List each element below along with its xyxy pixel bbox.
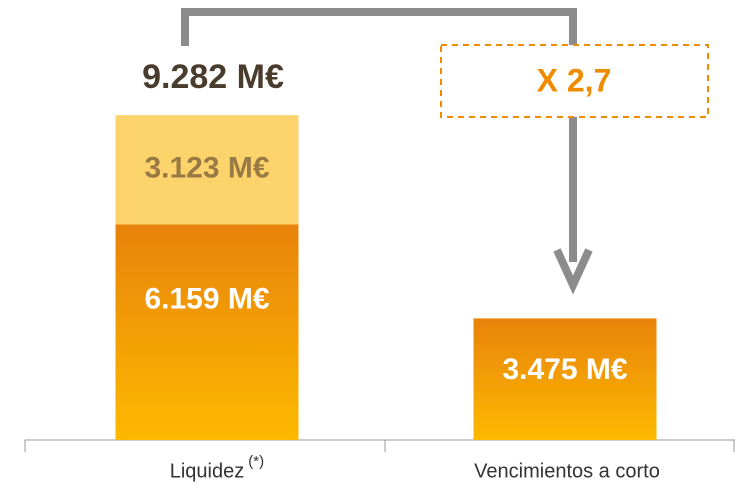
value-label: 3.475 M€ — [502, 353, 627, 386]
value-label: 3.123 M€ — [144, 152, 269, 185]
bar-segment — [115, 224, 299, 440]
total-label: 9.282 M€ — [142, 58, 284, 96]
x-tick-label: Liquidez — [170, 460, 245, 482]
bar-segment — [115, 115, 299, 225]
arrow-head — [553, 248, 593, 295]
bar-segment — [473, 318, 657, 440]
ratio-box — [440, 44, 709, 118]
ratio-label: X 2,7 — [537, 62, 612, 98]
footnote-mark: (*) — [248, 453, 264, 470]
value-label: 6.159 M€ — [144, 282, 269, 315]
connector — [181, 8, 577, 262]
x-tick-label: Vencimientos a corto — [474, 460, 660, 482]
